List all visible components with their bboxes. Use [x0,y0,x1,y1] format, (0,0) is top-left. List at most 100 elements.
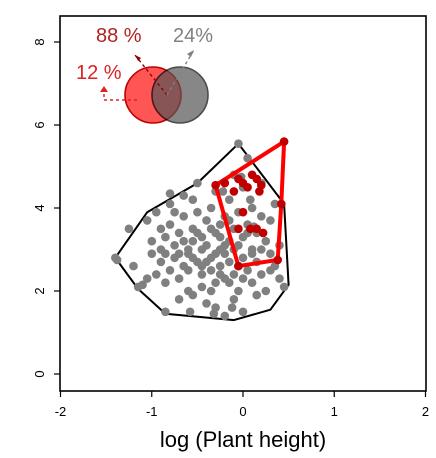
focal-group-point [243,183,252,192]
focal-group-hull [213,139,287,269]
all-species-point [174,274,184,283]
all-species-point [179,212,188,221]
all-species-point [227,303,237,312]
all-species-point [165,220,175,229]
all-species-point [215,270,225,279]
points [111,139,289,321]
x-tick-label: 0 [239,404,246,419]
label-24: 24% [173,25,213,47]
all-species-point [156,257,166,267]
all-species-circle [151,66,209,124]
all-species-point [266,249,275,258]
all-species-point [220,241,230,250]
focal-group-point [252,174,261,184]
arrow-12 [103,88,137,101]
all-species-point [229,295,239,304]
all-species-point [197,282,207,292]
all-species-point [211,249,220,258]
all-species-point [142,216,152,225]
all-species-point [234,139,243,148]
all-species-point [266,216,275,225]
label-12: 12 % [76,62,122,84]
all-species-point [257,245,266,254]
all-species-point [174,249,184,258]
all-species-point [257,270,266,279]
label-88: 88 % [96,25,142,47]
all-species-point [170,241,179,250]
all-species-point [266,266,275,275]
all-species-point [197,245,207,254]
all-species-point [174,295,184,304]
y-tick-label: 8 [32,38,47,45]
all-species-point [161,278,170,288]
all-species-point [206,266,216,275]
all-species-point [215,232,225,242]
all-species-point [165,189,175,198]
all-species-point [138,280,147,290]
all-species-point [246,195,255,204]
focal-group-point [234,261,243,271]
focal-group-point [220,178,230,188]
all-species-point [229,270,239,279]
overlap-diagram: 88 % 24% 12 % [76,25,213,124]
y-tick-label: 0 [32,370,47,377]
focal-group-point [246,224,255,234]
focal-group-point [258,228,268,238]
all-species-point [238,274,248,283]
all-species-point [152,207,161,217]
focal-group-point [257,180,266,190]
all-species-point [220,249,230,258]
arrow-24 [166,49,195,96]
all-species-point [161,249,170,258]
all-species-point [129,261,138,271]
all-species-point [202,299,211,308]
all-species-point [156,224,166,234]
y-axis: 0 2 4 6 8 [32,38,60,378]
focal-group-point [252,224,261,234]
x-tick-label: 2 [422,404,429,419]
all-species-point [165,266,175,275]
all-species-point [261,286,271,296]
all-species-point [161,232,170,242]
focal-group-point [279,137,289,146]
focal-group-point [277,199,286,209]
x-tick-label: -1 [146,404,158,419]
all-species-point [261,236,271,246]
all-species-point [270,199,280,209]
all-species-point [225,257,234,267]
focal-group-point [229,187,239,196]
all-species-point [218,187,228,196]
arrowhead-12 [100,86,108,92]
all-species-point [185,307,195,317]
focal-group-point [238,207,248,217]
arrowhead-24 [187,50,194,57]
all-species-point [247,203,257,213]
all-species-point [197,270,207,279]
all-species-point [243,266,252,275]
all-species-point [279,282,289,292]
all-species-point [147,236,157,246]
all-species-point [275,274,284,283]
all-species-point [142,274,152,283]
all-species-point [257,212,266,221]
all-species-point [112,255,122,265]
y-tick-label: 2 [32,287,47,294]
all-species-point [209,309,219,319]
all-species-point [234,286,243,296]
all-species-point [225,278,234,288]
x-axis-title: log (Plant height) [160,427,326,452]
all-species-point [179,191,188,200]
focal-group-point [273,255,283,265]
all-species-point [188,236,198,246]
x-axis: -2 -1 0 1 2 [55,391,429,419]
all-species-point [197,261,207,271]
all-species-point [243,153,252,163]
x-tick-label: 1 [331,404,338,419]
all-species-point [188,290,198,300]
all-species-point [211,278,220,288]
all-species-point [152,270,161,279]
all-species-point [225,195,234,204]
all-species-point [124,224,134,234]
all-species-point [238,253,248,263]
